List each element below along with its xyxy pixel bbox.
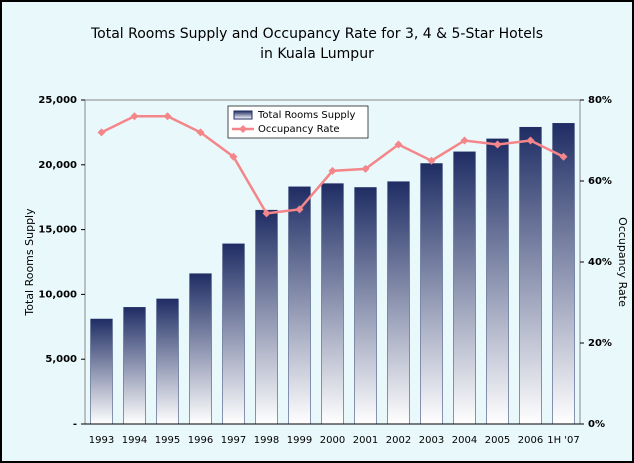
legend-label: Total Rooms Supply bbox=[257, 110, 356, 121]
bar bbox=[453, 151, 476, 425]
bar bbox=[486, 138, 509, 425]
x-tick-label: 1998 bbox=[254, 435, 279, 446]
x-tick-label: 2003 bbox=[419, 435, 444, 446]
marker bbox=[460, 136, 469, 145]
y-tick-label: 15,000 bbox=[38, 225, 77, 236]
bar bbox=[519, 126, 542, 425]
legend-swatch bbox=[233, 110, 253, 120]
x-tick-label: 2005 bbox=[485, 435, 510, 446]
legend-swatch bbox=[239, 125, 247, 133]
y-tick-label: 5,000 bbox=[45, 354, 77, 365]
x-tick-label: 2004 bbox=[452, 435, 477, 446]
bar bbox=[354, 187, 377, 425]
x-tick-label: 2000 bbox=[320, 435, 345, 446]
y2-tick-label: 60% bbox=[588, 176, 612, 187]
marker bbox=[163, 112, 172, 121]
x-tick-label: 1994 bbox=[122, 435, 147, 446]
bar bbox=[321, 183, 344, 425]
marker bbox=[361, 164, 370, 173]
bar bbox=[156, 298, 179, 425]
y-tick-label: - bbox=[73, 419, 77, 430]
bar bbox=[189, 273, 212, 425]
bar bbox=[255, 209, 278, 425]
chart-title: Total Rooms Supply and Occupancy Rate fo… bbox=[90, 26, 543, 42]
marker bbox=[295, 205, 304, 214]
x-tick-label: 1996 bbox=[188, 435, 213, 446]
marker bbox=[229, 152, 238, 161]
x-tick-label: 1993 bbox=[89, 435, 114, 446]
marker bbox=[262, 209, 271, 218]
y2-tick-label: 40% bbox=[588, 257, 612, 268]
x-tick-label: 1995 bbox=[155, 435, 180, 446]
marker bbox=[394, 140, 403, 149]
y2-axis-label: Occupancy Rate bbox=[616, 217, 629, 307]
y-tick-label: 10,000 bbox=[38, 289, 77, 300]
y-tick-label: 25,000 bbox=[38, 95, 77, 106]
marker bbox=[526, 136, 535, 145]
marker bbox=[97, 128, 106, 137]
bar bbox=[90, 318, 113, 425]
x-tick-label: 2006 bbox=[518, 435, 543, 446]
bar bbox=[222, 243, 245, 425]
marker bbox=[493, 140, 502, 149]
x-tick-label: 1H '07 bbox=[547, 435, 580, 446]
y-axis-label: Total Rooms Supply bbox=[23, 208, 36, 317]
y2-tick-label: 80% bbox=[588, 95, 612, 106]
bar bbox=[552, 123, 575, 425]
x-tick-label: 1999 bbox=[287, 435, 312, 446]
y2-tick-label: 20% bbox=[588, 338, 612, 349]
bar bbox=[288, 186, 311, 425]
bar bbox=[123, 307, 146, 425]
marker bbox=[196, 128, 205, 137]
bar bbox=[387, 181, 410, 425]
chart-title: in Kuala Lumpur bbox=[260, 46, 374, 62]
x-tick-label: 2001 bbox=[353, 435, 378, 446]
legend-label: Occupancy Rate bbox=[258, 124, 340, 135]
x-tick-label: 1997 bbox=[221, 435, 246, 446]
marker bbox=[559, 152, 568, 161]
marker bbox=[130, 112, 139, 121]
y-tick-label: 20,000 bbox=[38, 160, 77, 171]
x-tick-label: 2002 bbox=[386, 435, 411, 446]
bar bbox=[420, 163, 443, 425]
marker bbox=[427, 156, 436, 165]
marker bbox=[328, 166, 337, 175]
y2-tick-label: 0% bbox=[588, 419, 605, 430]
